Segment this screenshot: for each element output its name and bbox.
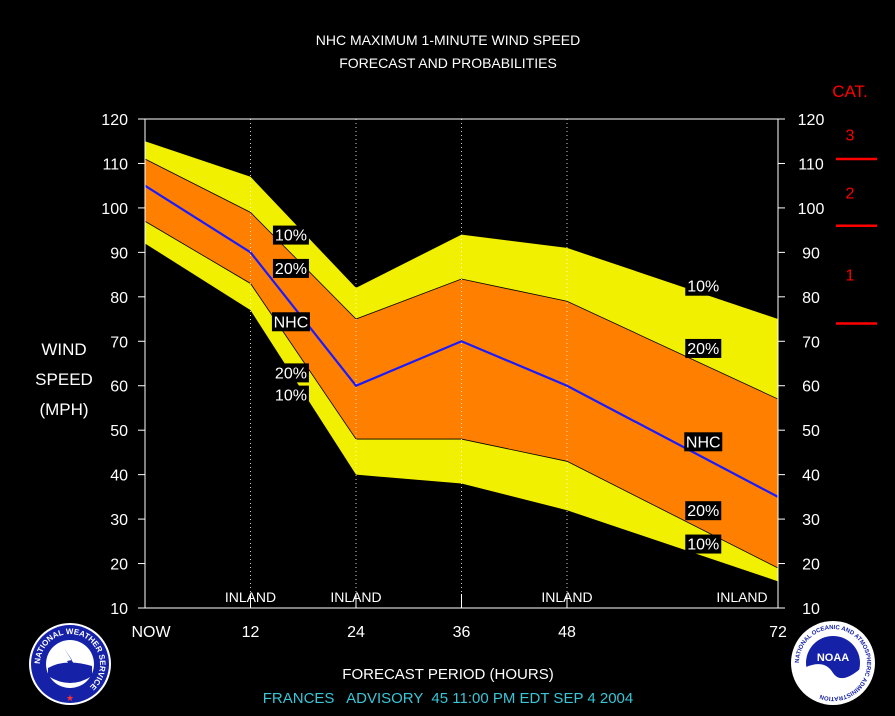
- band-label-box-7: [684, 432, 723, 452]
- y-tick-label-left-100: 100: [101, 201, 128, 218]
- x-axis: NOW 12 24 36 48 72: [131, 594, 787, 641]
- band-labels: 10% 20% NHC 20% 10% 10% 20% NHC 20% 10%: [271, 225, 723, 554]
- y-tick-label-left-90: 90: [110, 245, 128, 262]
- x-tick-label-12: 12: [242, 624, 260, 641]
- y-tick-label-left-120: 120: [101, 112, 128, 129]
- band-label-8: 20%: [687, 503, 719, 520]
- inland-markers: INLAND INLAND INLAND INLAND: [225, 589, 768, 605]
- category-title: CAT.: [832, 82, 868, 101]
- band-label-4: 10%: [275, 388, 307, 405]
- y-axis-label-line-1: WIND: [41, 340, 86, 359]
- advisory-footer: FRANCES ADVISORY 45 11:00 PM EDT SEP 4 2…: [263, 690, 633, 707]
- vertical-gridlines: [250, 119, 568, 608]
- y-tick-label-right-10: 10: [802, 601, 820, 618]
- x-tick-label-36: 36: [453, 624, 471, 641]
- y-tick-label-right-50: 50: [802, 423, 820, 440]
- noaa-logo: NATIONAL OCEANIC AND ATMOSPHERIC ADMINIS…: [791, 621, 875, 705]
- inland-marker-3: INLAND: [716, 589, 767, 605]
- category-label-2: 2: [846, 185, 855, 202]
- band-label-box-4: [272, 385, 309, 405]
- y-tick-label-right-80: 80: [802, 290, 820, 307]
- y-tick-label-right-90: 90: [802, 245, 820, 262]
- nws-logo-cloud: [48, 662, 92, 683]
- y-axis-label-line-2: SPEED: [35, 370, 93, 389]
- nws-logo: NATIONAL WEATHER SERVICE ★: [29, 623, 111, 705]
- noaa-logo-bird: [805, 664, 860, 696]
- x-tick-label-72: 72: [769, 624, 787, 641]
- inland-marker-2: INLAND: [541, 589, 592, 605]
- y-tick-label-right-30: 30: [802, 512, 820, 529]
- y-tick-label-right-40: 40: [802, 468, 820, 485]
- right-y-axis: 10 20 30 40 50 60 70 80 90 100 110 120: [778, 112, 824, 618]
- y-tick-label-right-70: 70: [802, 334, 820, 351]
- x-tick-label-NOW: NOW: [131, 624, 171, 641]
- lightning-icon: [64, 648, 77, 676]
- x-tick-label-24: 24: [347, 624, 365, 641]
- inland-marker-1: INLAND: [330, 589, 381, 605]
- series-line-nhc-forecast: [144, 184, 779, 498]
- band-label-6: 20%: [687, 341, 719, 358]
- series-line-upper-20: [144, 158, 779, 400]
- y-axis-label-line-3: (MPH): [39, 400, 88, 419]
- noaa-logo-text: NOAA: [817, 652, 849, 664]
- y-tick-label-right-110: 110: [798, 156, 824, 173]
- y-tick-label-left-30: 30: [110, 512, 128, 529]
- x-tick-label-48: 48: [558, 624, 576, 641]
- y-tick-label-left-40: 40: [110, 468, 128, 485]
- inland-marker-0: INLAND: [225, 589, 276, 605]
- category-scale: CAT. 1 2 3: [832, 82, 877, 325]
- x-axis-label: FORECAST PERIOD (HOURS): [342, 666, 553, 683]
- y-tick-label-left-20: 20: [110, 557, 128, 574]
- band-label-box-6: [685, 338, 722, 358]
- band-label-box-1: [272, 258, 309, 278]
- band-label-5: 10%: [687, 279, 719, 296]
- band-label-box-2: [271, 312, 310, 332]
- band-label-box-5: [685, 276, 722, 296]
- star-icon: ★: [66, 693, 74, 703]
- category-label-3: 3: [846, 128, 855, 145]
- y-tick-label-left-110: 110: [102, 156, 128, 173]
- band-label-2: NHC: [274, 314, 309, 331]
- y-tick-label-left-50: 50: [110, 423, 128, 440]
- left-y-axis: 10 20 30 40 50 60 70 80 90 100 110 120: [101, 112, 145, 618]
- y-tick-label-left-70: 70: [110, 334, 128, 351]
- chart-title: NHC MAXIMUM 1-MINUTE WIND SPEED: [316, 32, 580, 48]
- y-tick-label-left-10: 10: [110, 601, 128, 618]
- category-label-1: 1: [846, 268, 855, 285]
- band-label-box-8: [685, 501, 722, 521]
- y-tick-label-right-60: 60: [802, 379, 820, 396]
- band-label-7: NHC: [686, 434, 721, 451]
- band-label-0: 10%: [275, 228, 307, 245]
- band-label-1: 20%: [275, 261, 307, 278]
- band-label-3: 20%: [275, 365, 307, 382]
- band-label-9: 10%: [687, 537, 719, 554]
- y-tick-label-left-60: 60: [110, 379, 128, 396]
- band-label-box-0: [272, 225, 309, 245]
- y-tick-label-left-80: 80: [110, 290, 128, 307]
- y-tick-label-right-120: 120: [798, 112, 825, 129]
- chart-subtitle: FORECAST AND PROBABILITIES: [339, 55, 557, 71]
- y-tick-label-right-20: 20: [802, 557, 820, 574]
- series-line-lower-20: [144, 220, 779, 569]
- band-label-box-9: [685, 534, 722, 554]
- y-tick-label-right-100: 100: [798, 201, 825, 218]
- band-label-box-3: [272, 363, 309, 383]
